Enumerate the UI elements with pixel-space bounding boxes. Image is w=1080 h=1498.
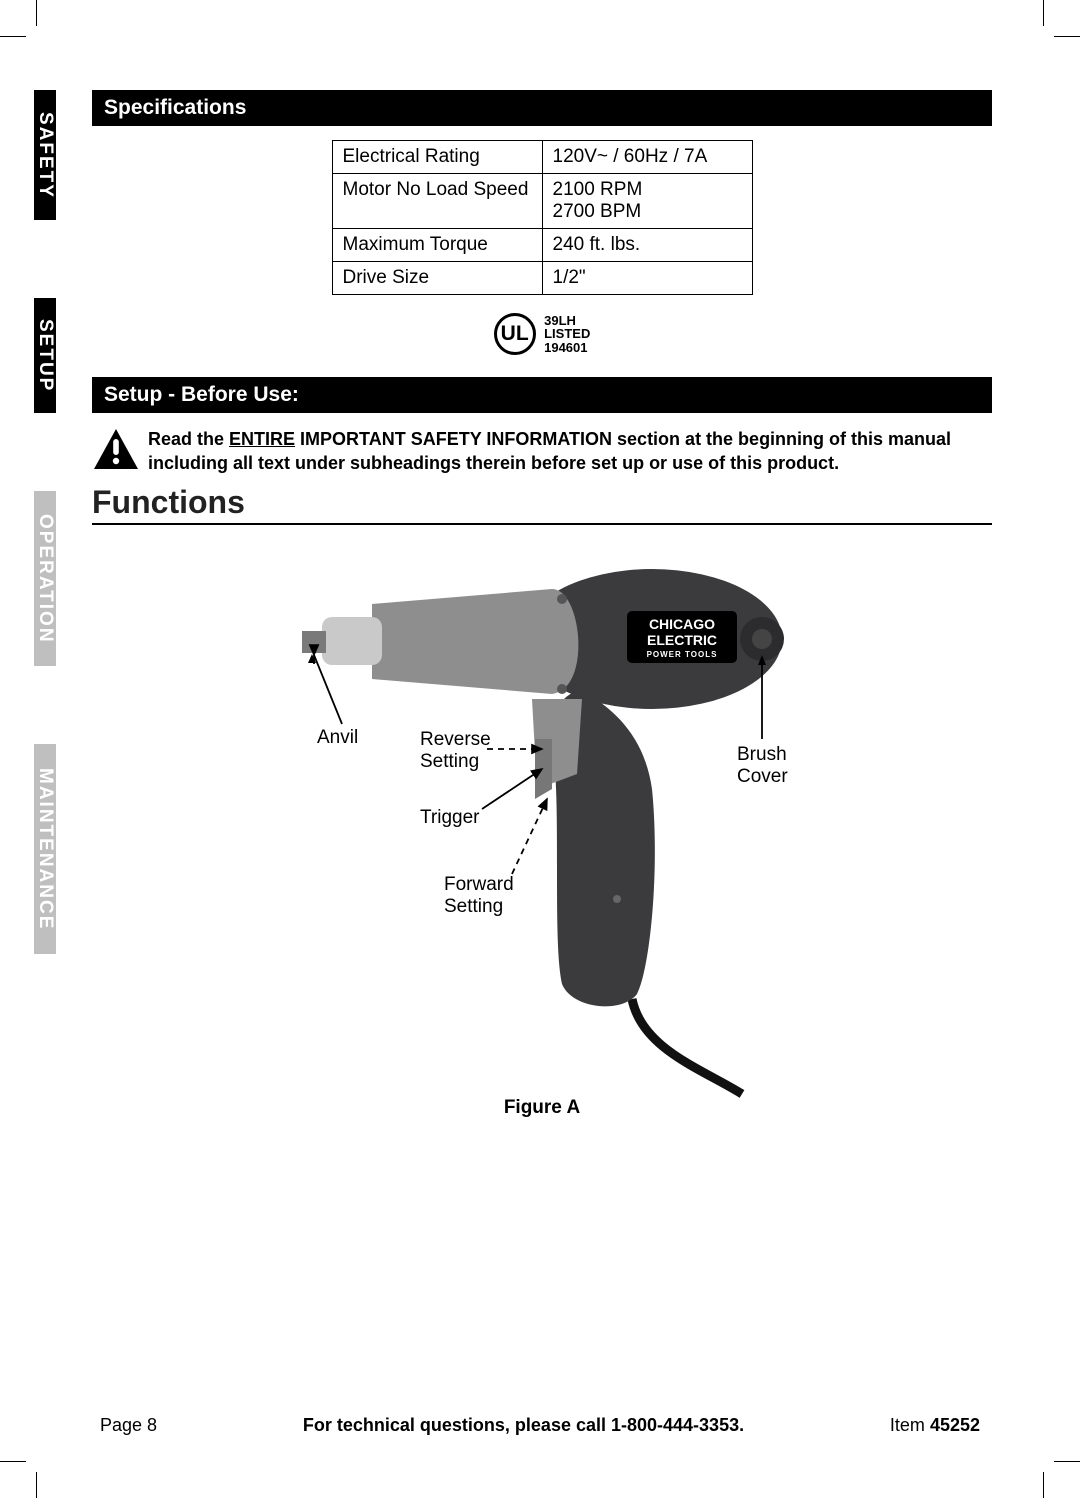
crop-mark <box>1054 36 1080 37</box>
crop-mark <box>1043 1472 1044 1498</box>
ul-circle-icon: UL <box>494 313 536 355</box>
figure-caption: Figure A <box>232 1097 852 1119</box>
crop-mark <box>1054 1461 1080 1462</box>
crop-mark <box>36 1472 37 1498</box>
sidebar-tab-safety: SAFETY <box>34 90 56 220</box>
ul-mark-text: 39LH LISTED 194601 <box>544 314 590 355</box>
callout-reverse-setting: Reverse Setting <box>420 729 491 773</box>
spec-label: Motor No Load Speed <box>332 174 542 229</box>
callout-forward-setting: Forward Setting <box>444 874 514 918</box>
table-row: Electrical Rating 120V~ / 60Hz / 7A <box>332 141 752 174</box>
warning-text: Read the ENTIRE IMPORTANT SAFETY INFORMA… <box>148 427 992 476</box>
table-row: Drive Size 1/2" <box>332 262 752 295</box>
callout-brush-cover: Brush Cover <box>737 744 788 788</box>
ul-line3: 194601 <box>544 340 587 355</box>
footer-item-label: Item <box>890 1415 930 1435</box>
spec-value: 1/2" <box>542 262 752 295</box>
spec-label: Electrical Rating <box>332 141 542 174</box>
setup-header: Setup - Before Use: <box>92 377 992 413</box>
crop-mark <box>36 0 37 26</box>
footer-center: For technical questions, please call 1-8… <box>303 1415 744 1436</box>
spec-value: 120V~ / 60Hz / 7A <box>542 141 752 174</box>
svg-text:POWER TOOLS: POWER TOOLS <box>647 650 718 659</box>
figure-a: CHICAGO ELECTRIC POWER TOOLS <box>232 539 852 1119</box>
sidebar-tab-setup: SETUP <box>34 298 56 413</box>
page-content: Specifications Electrical Rating 120V~ /… <box>92 90 992 1119</box>
specifications-table: Electrical Rating 120V~ / 60Hz / 7A Moto… <box>332 140 753 295</box>
spec-value: 2100 RPM 2700 BPM <box>542 174 752 229</box>
footer-page: Page 8 <box>100 1415 157 1436</box>
warning-prefix: Read the <box>148 429 229 449</box>
footer-item: Item 45252 <box>890 1415 980 1436</box>
table-row: Maximum Torque 240 ft. lbs. <box>332 229 752 262</box>
sidebar-tab-operation: OPERATION <box>34 491 56 666</box>
functions-rule <box>92 523 992 525</box>
warning-underlined: ENTIRE <box>229 429 295 449</box>
page-footer: Page 8 For technical questions, please c… <box>100 1415 980 1436</box>
sidebar-tab-maintenance: MAINTENANCE <box>34 744 56 954</box>
sidebar: SAFETY SETUP OPERATION MAINTENANCE <box>34 90 78 954</box>
functions-heading: Functions <box>92 484 992 521</box>
spec-value: 240 ft. lbs. <box>542 229 752 262</box>
warning-icon <box>92 427 148 476</box>
callout-anvil: Anvil <box>317 727 358 749</box>
spec-label: Maximum Torque <box>332 229 542 262</box>
crop-mark <box>0 1461 26 1462</box>
svg-text:CHICAGO: CHICAGO <box>649 616 715 632</box>
spec-label: Drive Size <box>332 262 542 295</box>
warning-row: Read the ENTIRE IMPORTANT SAFETY INFORMA… <box>92 427 992 476</box>
svg-text:ELECTRIC: ELECTRIC <box>647 632 717 648</box>
table-row: Motor No Load Speed 2100 RPM 2700 BPM <box>332 174 752 229</box>
callout-trigger: Trigger <box>420 807 479 829</box>
footer-item-number: 45252 <box>930 1415 980 1435</box>
specifications-header: Specifications <box>92 90 992 126</box>
crop-mark <box>1043 0 1044 26</box>
impact-wrench-illustration: CHICAGO ELECTRIC POWER TOOLS <box>232 539 852 1099</box>
crop-mark <box>0 36 26 37</box>
ul-listed-mark: UL 39LH LISTED 194601 <box>92 313 992 355</box>
